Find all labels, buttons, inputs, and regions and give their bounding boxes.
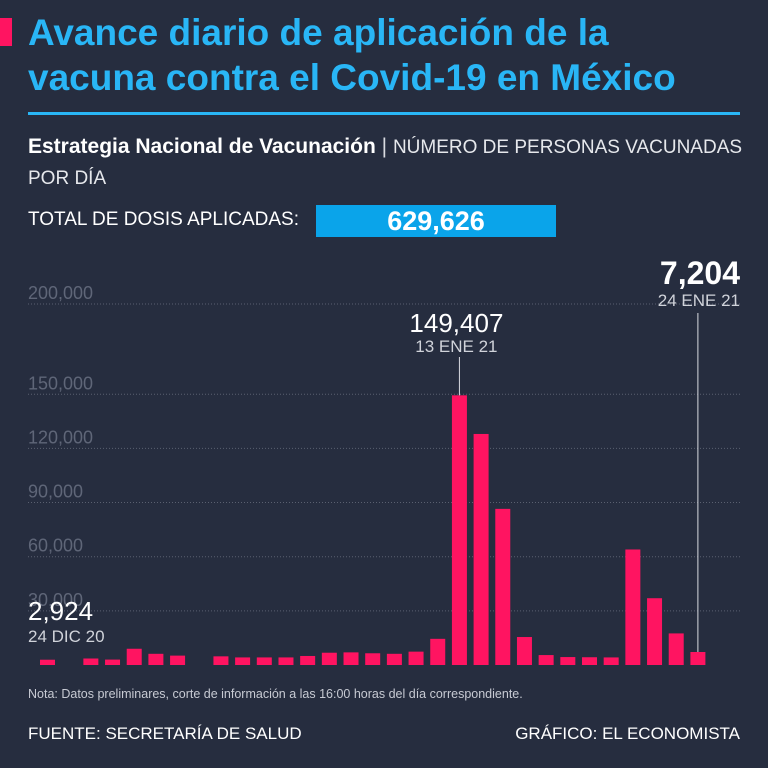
bar [495,508,511,665]
bar [690,651,706,665]
grid-layer: 30,000 60,000 90,000 120,000 150,000 200,000 [28,283,740,612]
bar [451,395,467,665]
bar [105,659,121,665]
bar [668,633,684,665]
bar [148,653,164,665]
annotation-date: 13 ENE 21 [415,337,497,356]
bar [213,656,229,665]
total-doses-label: TOTAL DE DOSIS APLICADAS: [28,209,300,230]
graphic-credit: GRÁFICO: EL ECONOMISTA [515,724,740,743]
bar [560,657,576,665]
chart-subtitle: Estrategia Nacional de Vacunación | NÚME… [28,132,748,194]
footnote: Nota: Datos preliminares, corte de infor… [28,687,523,701]
bar [321,652,337,665]
annotation-value: 149,407 [409,308,503,338]
bar [343,652,359,665]
bar [126,648,142,665]
subtitle-strategy: Estrategia Nacional de Vacunación [28,135,376,158]
y-tick-label: 200,000 [28,283,93,303]
bar [408,651,424,665]
total-doses-value: 629,626 [316,205,556,237]
accent-bar [0,18,12,46]
title-line-2: vacuna contra el Covid-19 en México [28,57,676,98]
chart-title: Avance diario de aplicación de la vacuna… [28,10,758,100]
bar [278,657,294,665]
annotation-value: 2,924 [28,596,93,626]
bar [40,659,55,665]
bar [300,655,316,665]
bar [235,657,251,665]
bar [365,653,381,665]
bar [83,658,99,665]
bar [170,655,186,665]
y-tick-label: 120,000 [28,427,93,447]
bar [516,637,532,665]
bar [603,657,619,665]
y-tick-label: 60,000 [28,536,83,556]
annotation-date: 24 ENE 21 [658,291,740,310]
bar [538,655,554,665]
bar [430,638,446,665]
bar [473,433,489,665]
bar [625,549,641,665]
source-credit: FUENTE: SECRETARÍA DE SALUD [28,724,302,743]
y-tick-label: 30,000 [28,590,83,610]
subtitle-separator: | [381,135,388,158]
y-tick-label: 150,000 [28,373,93,393]
annotation-value: 7,204 [660,255,740,291]
bar [256,657,272,665]
annotation-date: 24 DIC 20 [28,627,105,646]
y-tick-label: 90,000 [28,482,83,502]
bar-layer [40,395,706,665]
title-divider [28,112,740,115]
subtitle-unit: NÚMERO DE PERSONAS VACUNADAS POR DÍA [28,137,743,189]
title-line-1: Avance diario de aplicación de la [28,12,609,53]
bar [386,653,402,665]
bar [582,657,597,665]
bar [647,598,663,665]
